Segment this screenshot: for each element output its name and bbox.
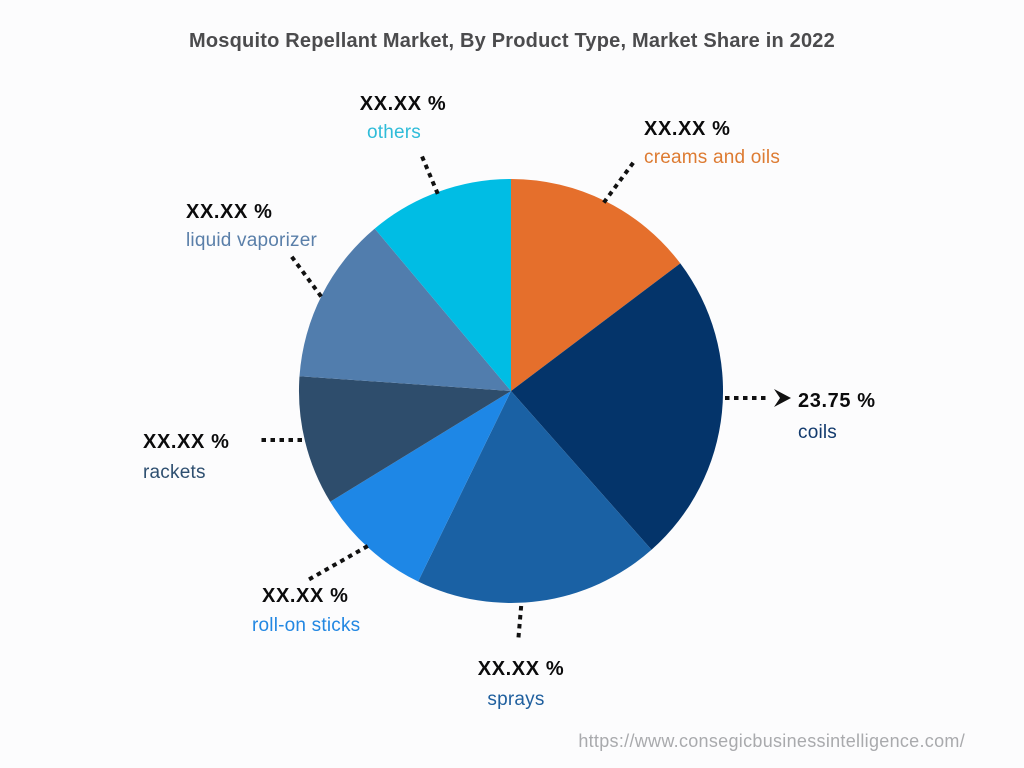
label-rackets-name: rackets bbox=[143, 462, 206, 483]
label-creams-and-oils-name: creams and oils bbox=[644, 147, 780, 168]
label-coils-value: 23.75 % bbox=[798, 390, 876, 412]
arrow-right-icon bbox=[774, 389, 791, 407]
label-others-name: others bbox=[367, 122, 421, 143]
label-roll-on-sticks-value: XX.XX % bbox=[262, 585, 348, 607]
source-url: https://www.consegicbusinessintelligence… bbox=[578, 731, 965, 751]
label-liquid-vaporizer-value: XX.XX % bbox=[186, 201, 272, 223]
label-sprays-name: sprays bbox=[487, 689, 544, 710]
leader-line-roll-on-sticks bbox=[305, 544, 369, 583]
pie-slice-rackets bbox=[298, 376, 511, 502]
label-sprays-value: XX.XX % bbox=[478, 658, 564, 680]
label-rackets-value: XX.XX % bbox=[143, 431, 229, 453]
label-roll-on-sticks-name: roll-on sticks bbox=[252, 615, 360, 636]
leader-line-liquid-vaporizer bbox=[286, 250, 323, 298]
label-creams-and-oils-value: XX.XX % bbox=[644, 118, 730, 140]
pie-slice-others bbox=[374, 178, 511, 391]
label-coils-name: coils bbox=[798, 422, 837, 443]
pie-slice-sprays bbox=[418, 391, 652, 603]
pie-slice-creams-and-oils bbox=[511, 179, 681, 391]
label-liquid-vaporizer-name: liquid vaporizer bbox=[186, 230, 317, 251]
leader-line-creams-and-oils bbox=[602, 160, 636, 204]
pie-slice-liquid-vaporizer bbox=[299, 228, 511, 391]
leader-line-sprays bbox=[515, 605, 524, 646]
label-others-value: XX.XX % bbox=[360, 93, 446, 115]
pie-slice-roll-on-sticks bbox=[330, 391, 511, 582]
pie-slice-coils bbox=[511, 263, 724, 550]
leader-line-others bbox=[418, 151, 440, 195]
chart-title: Mosquito Repellant Market, By Product Ty… bbox=[189, 30, 835, 52]
